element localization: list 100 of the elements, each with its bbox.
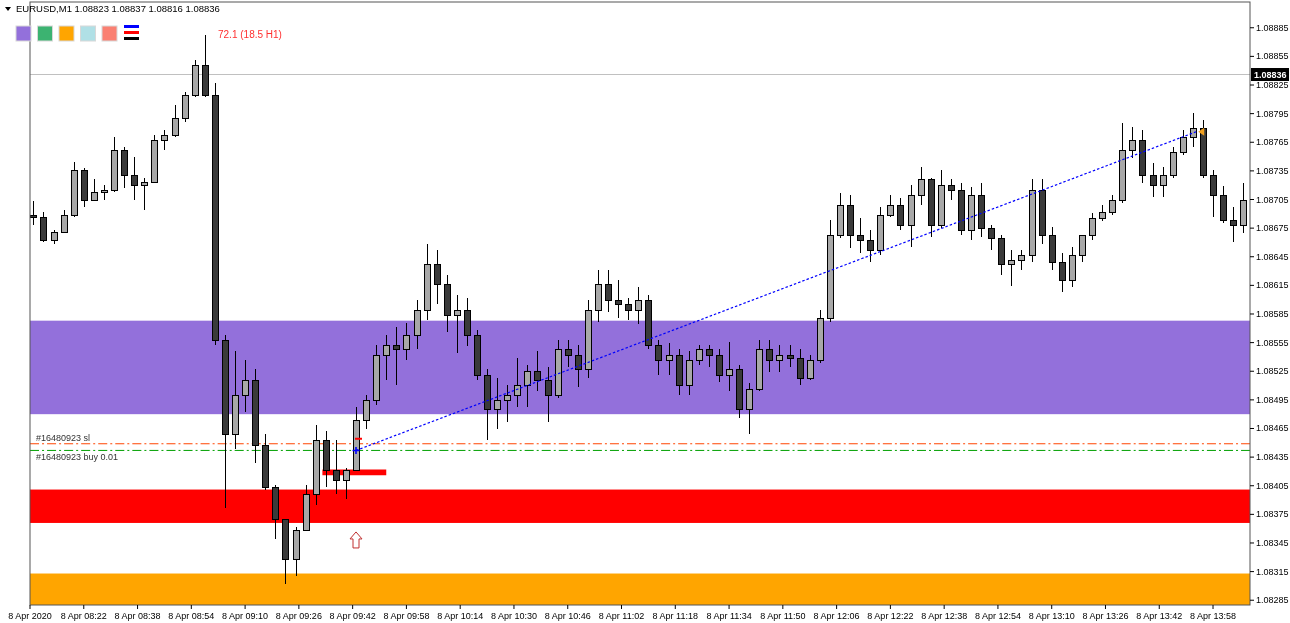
- candlestick: [575, 344, 582, 388]
- candlestick: [797, 348, 804, 386]
- x-tick-label: 8 Apr 11:02: [598, 611, 645, 621]
- x-tick-label: 8 Apr 13:42: [1136, 611, 1183, 621]
- y-tick-label: 1.08735: [1256, 165, 1289, 176]
- y-tick-label: 1.08555: [1256, 337, 1289, 348]
- x-tick-label: 8 Apr 12:06: [813, 611, 860, 621]
- x-tick-label: 8 Apr 10:30: [490, 611, 537, 621]
- x-tick-label: 8 Apr 13:10: [1028, 611, 1075, 621]
- y-tick-label: 1.08645: [1256, 251, 1289, 262]
- candlestick: [726, 341, 733, 392]
- candlestick: [1190, 112, 1197, 148]
- candlestick: [161, 129, 168, 151]
- candlestick: [666, 342, 673, 376]
- candlestick: [897, 197, 904, 231]
- candlestick: [1079, 234, 1086, 263]
- candlestick: [172, 104, 179, 138]
- candlestick: [1150, 162, 1157, 198]
- chart-title: EURUSD,M1 1.08823 1.08837 1.08816 1.08836: [16, 3, 220, 14]
- candlestick: [776, 344, 783, 373]
- y-tick-label: 1.08855: [1256, 51, 1289, 62]
- y-tick-label: 1.08405: [1256, 480, 1289, 491]
- candlestick: [545, 366, 552, 423]
- candlestick: [1059, 252, 1066, 293]
- x-tick-label: 8 Apr 13:26: [1082, 611, 1129, 621]
- candlestick: [1089, 212, 1096, 241]
- x-tick-label: 8 Apr 11:18: [652, 611, 698, 621]
- y-tick-label: 1.08465: [1256, 423, 1289, 434]
- x-tick-label: 8 Apr 09:58: [383, 611, 430, 621]
- x-tick-label: 8 Apr 12:54: [974, 611, 1021, 621]
- candlestick: [635, 286, 642, 325]
- candlestick: [625, 297, 632, 321]
- candlestick: [363, 394, 370, 430]
- candlestick: [565, 339, 572, 368]
- y-tick-label: 1.08525: [1256, 366, 1289, 377]
- candlestick: [514, 357, 521, 408]
- candlestick: [504, 384, 511, 423]
- x-tick-label: 8 Apr 2020: [8, 611, 52, 621]
- candlestick: [807, 354, 814, 381]
- x-tick-label: 8 Apr 10:14: [437, 611, 484, 621]
- ref-line-label: #16480923 buy 0.01: [36, 452, 119, 463]
- candlestick: [403, 322, 410, 361]
- y-tick-label: 1.08675: [1256, 223, 1289, 234]
- y-tick-label: 1.08435: [1256, 452, 1289, 463]
- y-tick-label: 1.08315: [1256, 566, 1289, 577]
- candlestick: [61, 209, 68, 234]
- y-tick-label: 1.08375: [1256, 509, 1289, 520]
- candlestick: [1018, 249, 1025, 271]
- candlestick: [887, 194, 894, 218]
- candlestick: [182, 91, 189, 123]
- x-tick-label: 8 Apr 08:38: [114, 611, 161, 621]
- x-tick-label: 8 Apr 08:54: [168, 611, 215, 621]
- candlestick: [696, 344, 703, 366]
- candlestick: [988, 224, 995, 251]
- ref-line-label: #16480923 sl: [36, 432, 91, 443]
- annotation: 72.1 (18.5 H1): [218, 29, 282, 40]
- candlestick: [1180, 129, 1187, 156]
- candlestick: [1109, 194, 1116, 216]
- candlestick: [918, 166, 925, 206]
- candlestick: [383, 334, 390, 381]
- candlestick: [766, 339, 773, 373]
- candlestick: [1008, 249, 1015, 287]
- candlestick: [615, 279, 622, 319]
- candlestick: [40, 211, 47, 243]
- candlestick: [343, 467, 350, 500]
- candlestick: [131, 156, 138, 200]
- y-tick-label: 1.08705: [1256, 194, 1289, 205]
- x-tick-label: 8 Apr 11:50: [760, 611, 806, 621]
- candlestick: [706, 344, 713, 368]
- x-tick-label: 8 Apr 09:26: [275, 611, 322, 621]
- y-tick-label: 1.08495: [1256, 394, 1289, 405]
- candlestick: [1210, 169, 1217, 218]
- candlestick: [716, 348, 723, 383]
- candlestick: [393, 326, 400, 386]
- candlestick: [494, 377, 501, 430]
- candlestick: [746, 382, 753, 435]
- x-tick-label: 8 Apr 12:22: [867, 611, 914, 621]
- x-tick-label: 8 Apr 09:42: [329, 611, 376, 621]
- candlestick: [948, 178, 955, 200]
- y-tick-label: 1.08795: [1256, 108, 1289, 119]
- candlestick: [333, 439, 340, 495]
- x-tick-label: 8 Apr 09:10: [222, 611, 269, 621]
- x-tick-label: 8 Apr 08:22: [60, 611, 107, 621]
- candlestick: [867, 229, 874, 263]
- y-tick-label: 1.08615: [1256, 280, 1289, 291]
- x-tick-label: 8 Apr 13:58: [1190, 611, 1237, 621]
- candlestick: [1170, 146, 1177, 179]
- y-tick-label: 1.08765: [1256, 137, 1289, 148]
- candlestick: [655, 339, 662, 376]
- candlestick: [524, 364, 531, 408]
- candlestick: [787, 344, 794, 368]
- candlestick: [242, 359, 249, 413]
- y-tick-label: 1.08345: [1256, 537, 1289, 548]
- x-tick-label: 8 Apr 10:46: [544, 611, 591, 621]
- y-tick-label: 1.08885: [1256, 22, 1289, 33]
- candlestick: [1160, 166, 1167, 198]
- candlestick: [141, 177, 148, 211]
- candlestick: [1129, 126, 1136, 159]
- candlestick: [454, 294, 461, 354]
- x-tick-label: 8 Apr 11:34: [706, 611, 752, 621]
